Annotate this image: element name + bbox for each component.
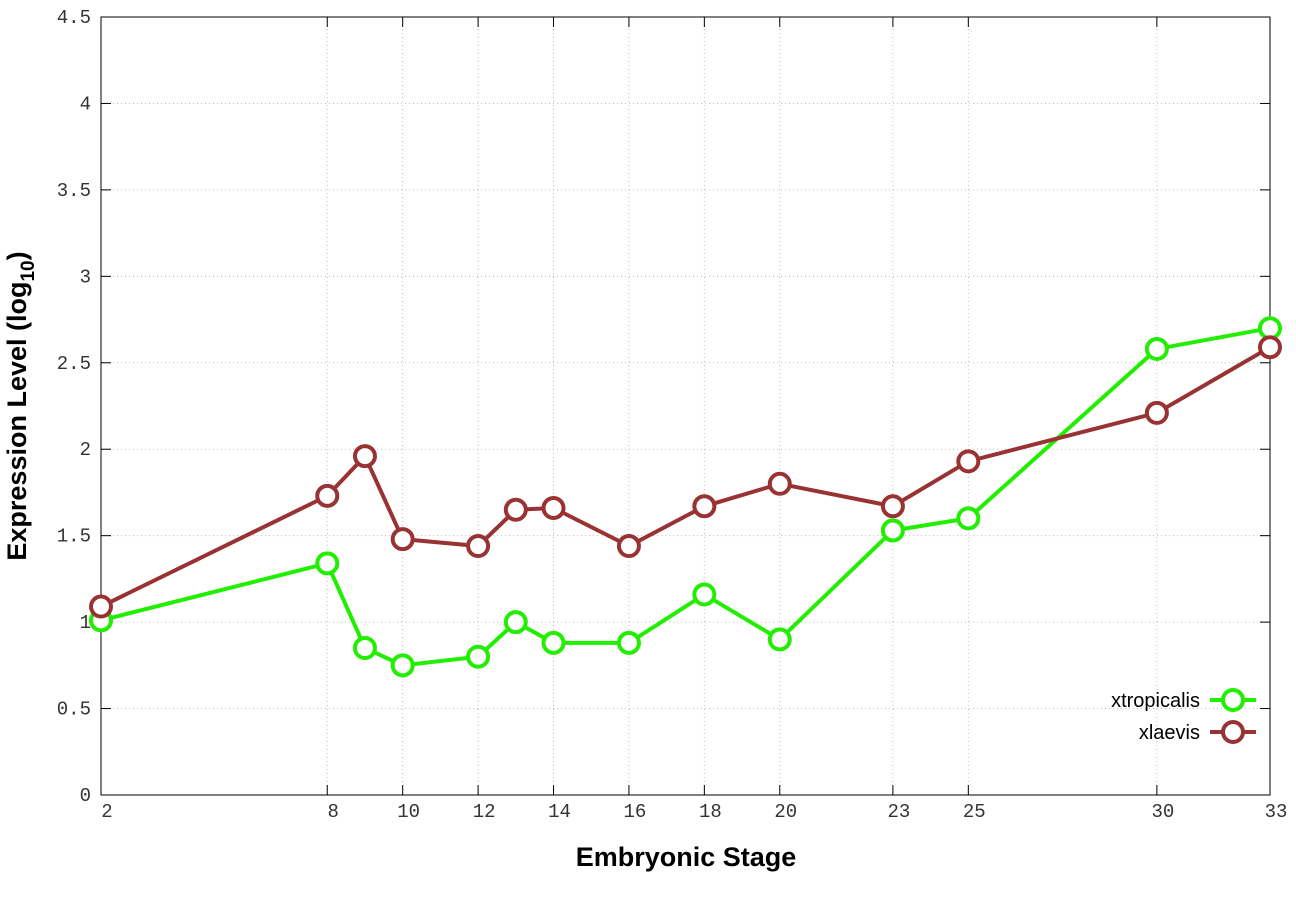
- legend-label: xlaevis: [1139, 722, 1200, 744]
- data-point: [767, 471, 792, 496]
- legend-marker: [1221, 688, 1245, 712]
- data-point: [541, 496, 566, 521]
- y-tick-label: 4.5: [57, 7, 91, 29]
- x-tick-label: 25: [963, 801, 986, 823]
- data-point: [503, 610, 528, 635]
- y-axis-label-end: ): [2, 251, 32, 260]
- x-axis-label: Embryonic Stage: [576, 842, 797, 872]
- y-tick-label: 4: [80, 93, 91, 115]
- series-line: [100, 345, 1272, 609]
- y-tick-label: 0.5: [57, 699, 91, 721]
- x-tick-label: 30: [1151, 801, 1174, 823]
- data-point: [880, 494, 905, 519]
- y-tick-label: 2: [80, 439, 91, 461]
- legend-marker: [1221, 720, 1245, 744]
- data-point: [956, 449, 981, 474]
- y-tick-label: 1.5: [57, 526, 91, 548]
- y-axis-label: Expression Level (log10): [2, 251, 39, 560]
- series-line: [100, 326, 1271, 668]
- x-tick-label: 16: [624, 801, 647, 823]
- x-tick-label: 23: [887, 801, 910, 823]
- plot-frame: [100, 16, 1271, 796]
- data-point: [352, 636, 377, 661]
- y-tick-label: 3: [80, 266, 91, 288]
- data-point: [315, 483, 340, 508]
- x-tick-label: 2: [101, 801, 112, 823]
- y-tick-label: 2.5: [57, 353, 91, 375]
- data-point: [390, 653, 415, 678]
- data-point: [1144, 400, 1169, 425]
- data-point: [466, 534, 491, 559]
- data-point: [1144, 336, 1169, 361]
- data-point: [616, 630, 641, 655]
- x-tick-label: 33: [1265, 801, 1288, 823]
- data-point: [89, 594, 113, 619]
- x-tick-label: 10: [397, 801, 420, 823]
- data-point: [352, 444, 377, 469]
- y-tick-label: 3.5: [57, 180, 91, 202]
- data-point: [503, 497, 528, 522]
- data-point: [692, 582, 717, 607]
- y-axis-label-sub: 10: [18, 260, 39, 281]
- data-point: [1258, 335, 1282, 360]
- x-tick-label: 20: [774, 801, 797, 823]
- x-tick-label: 14: [548, 801, 571, 823]
- data-point: [1258, 316, 1282, 341]
- data-point: [466, 644, 491, 669]
- x-tick-label: 18: [699, 801, 722, 823]
- data-point: [390, 527, 415, 552]
- y-tick-label: 1: [80, 612, 91, 634]
- data-point: [315, 551, 340, 576]
- legend-label: xtropicalis: [1111, 690, 1200, 712]
- data-point: [956, 506, 981, 531]
- data-point: [880, 518, 905, 543]
- y-axis-label-main: Expression Level (log: [2, 282, 32, 561]
- x-tick-label: 12: [473, 801, 496, 823]
- data-point: [616, 534, 641, 559]
- data-point: [692, 494, 717, 519]
- data-point: [767, 627, 792, 652]
- y-tick-label: 0: [80, 785, 91, 807]
- x-tick-label: 8: [328, 801, 339, 823]
- data-point: [541, 630, 566, 655]
